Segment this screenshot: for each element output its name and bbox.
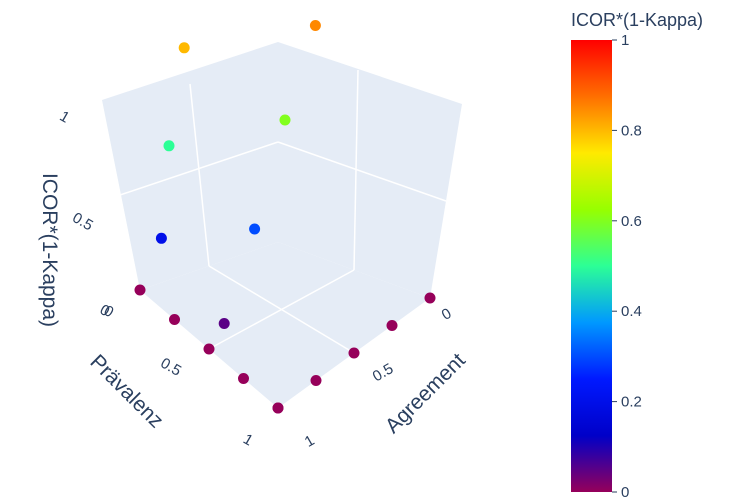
scatter-points <box>134 20 436 414</box>
x-tick-label: 1 <box>240 431 256 450</box>
z-axis-title: ICOR*(1-Kappa) <box>38 173 61 327</box>
x-axis-title: Prävalenz <box>85 350 167 432</box>
data-point <box>310 375 322 386</box>
data-point <box>155 232 167 244</box>
data-point <box>203 343 215 355</box>
data-point <box>218 318 230 329</box>
colorbar-title: ICOR*(1-Kappa) <box>571 10 703 30</box>
data-point <box>178 42 190 54</box>
data-point <box>249 223 261 235</box>
z-tick-label: 0.5 <box>69 209 96 234</box>
data-point <box>309 20 321 31</box>
z-tick-label: 1 <box>57 108 73 127</box>
colorbar-tick-label: 0.6 <box>621 213 642 230</box>
colorbar-tick-label: 0.2 <box>621 394 642 411</box>
scene-walls <box>102 42 462 408</box>
colorbar-tick-label: 0.8 <box>621 122 642 139</box>
data-point <box>134 284 146 296</box>
scene-grid <box>119 69 447 354</box>
data-point <box>163 140 175 152</box>
data-point <box>424 292 436 304</box>
y-tick-label: 0.5 <box>370 360 397 385</box>
y-tick-label: 0 <box>439 305 455 324</box>
x-tick-label: 0.5 <box>158 355 185 380</box>
data-point <box>386 320 398 331</box>
y-axis-title: Agreement <box>381 349 470 438</box>
colorbar-gradient <box>571 40 612 492</box>
colorbar-tick-label: 0 <box>621 484 629 500</box>
y-tick-label: 1 <box>302 432 318 451</box>
colorbar-tick-label: 1 <box>621 32 629 49</box>
colorbar-tick-label: 0.4 <box>621 303 642 320</box>
data-point <box>169 314 180 325</box>
data-point <box>272 402 284 414</box>
data-point <box>348 347 360 359</box>
data-point <box>238 373 249 384</box>
z-axis: 1 0.5 0 ICOR*(1-Kappa) <box>38 108 113 327</box>
data-point <box>279 114 291 126</box>
colorbar: ICOR*(1-Kappa) 0 0.2 0.4 0.6 0.8 1 <box>571 10 703 500</box>
